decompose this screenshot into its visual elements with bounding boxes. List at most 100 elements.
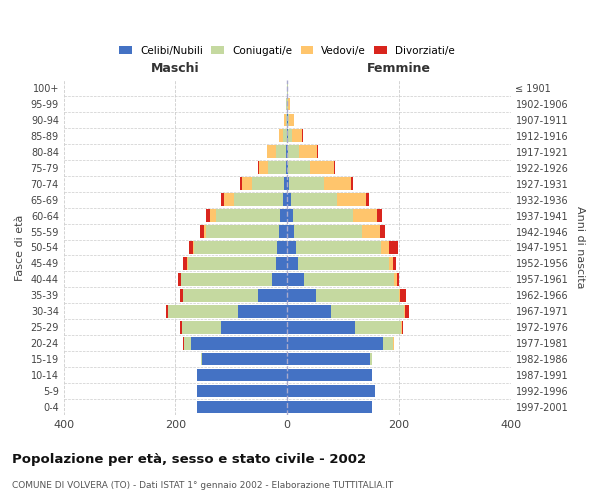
Bar xyxy=(287,353,370,366)
Bar xyxy=(287,305,331,318)
Bar xyxy=(191,337,287,349)
Bar xyxy=(287,321,355,334)
Bar xyxy=(202,353,287,366)
Bar xyxy=(166,305,168,318)
Bar xyxy=(178,273,181,285)
Bar xyxy=(334,162,335,174)
Bar xyxy=(299,146,317,158)
Legend: Celibi/Nubili, Coniugati/e, Vedovi/e, Divorziati/e: Celibi/Nubili, Coniugati/e, Vedovi/e, Di… xyxy=(115,42,459,60)
Bar xyxy=(240,178,242,190)
Bar xyxy=(287,162,289,174)
Bar xyxy=(298,257,389,270)
Bar xyxy=(206,210,209,222)
Bar xyxy=(252,178,284,190)
Bar xyxy=(287,257,298,270)
Bar xyxy=(238,305,287,318)
Bar xyxy=(216,210,280,222)
Bar xyxy=(304,273,394,285)
Bar xyxy=(286,162,287,174)
Bar xyxy=(316,289,399,302)
Bar xyxy=(221,194,224,206)
Bar xyxy=(389,257,394,270)
Bar xyxy=(224,194,233,206)
Bar xyxy=(283,130,287,142)
Bar xyxy=(286,98,287,110)
Bar xyxy=(286,146,287,158)
Bar xyxy=(366,194,369,206)
Bar xyxy=(184,337,191,349)
Bar xyxy=(351,178,353,190)
Bar xyxy=(400,289,406,302)
Bar xyxy=(168,305,238,318)
Bar xyxy=(233,194,283,206)
Bar xyxy=(259,162,268,174)
Bar xyxy=(287,194,291,206)
Bar xyxy=(287,385,376,398)
Bar xyxy=(288,114,289,126)
Bar xyxy=(405,305,409,318)
Bar xyxy=(287,289,316,302)
Bar xyxy=(399,289,400,302)
Bar xyxy=(287,369,372,382)
Bar xyxy=(289,162,310,174)
Bar xyxy=(380,226,385,238)
Bar xyxy=(200,226,204,238)
Bar xyxy=(183,289,258,302)
Bar xyxy=(197,369,287,382)
Bar xyxy=(257,162,259,174)
Bar xyxy=(277,242,287,254)
Bar xyxy=(276,257,287,270)
Bar xyxy=(193,242,194,254)
Bar xyxy=(221,321,287,334)
Bar xyxy=(276,146,286,158)
Bar xyxy=(180,289,183,302)
Text: Maschi: Maschi xyxy=(151,62,200,75)
Bar xyxy=(197,385,287,398)
Bar xyxy=(279,130,283,142)
Bar xyxy=(287,178,289,190)
Bar xyxy=(397,273,400,285)
Y-axis label: Fasce di età: Fasce di età xyxy=(15,214,25,280)
Bar xyxy=(197,401,287,413)
Bar xyxy=(287,401,372,413)
Bar xyxy=(294,226,362,238)
Bar xyxy=(286,114,287,126)
Text: Popolazione per età, sesso e stato civile - 2002: Popolazione per età, sesso e stato civil… xyxy=(12,452,366,466)
Bar xyxy=(370,353,371,366)
Text: Femmine: Femmine xyxy=(367,62,431,75)
Bar xyxy=(296,242,381,254)
Bar xyxy=(291,194,337,206)
Bar xyxy=(288,130,292,142)
Bar xyxy=(284,178,287,190)
Bar xyxy=(258,289,287,302)
Bar xyxy=(293,210,353,222)
Bar xyxy=(355,321,401,334)
Bar xyxy=(279,226,287,238)
Bar xyxy=(289,98,290,110)
Bar xyxy=(353,210,377,222)
Bar xyxy=(287,337,383,349)
Bar xyxy=(292,130,302,142)
Bar xyxy=(284,114,286,126)
Bar xyxy=(287,98,289,110)
Bar xyxy=(287,146,289,158)
Bar xyxy=(206,226,279,238)
Bar xyxy=(401,321,403,334)
Bar xyxy=(200,353,202,366)
Bar xyxy=(394,257,396,270)
Bar xyxy=(394,273,397,285)
Bar xyxy=(188,257,276,270)
Bar xyxy=(180,321,182,334)
Bar xyxy=(381,242,389,254)
Bar xyxy=(189,242,193,254)
Bar xyxy=(242,178,252,190)
Bar xyxy=(280,210,287,222)
Bar xyxy=(337,194,366,206)
Bar xyxy=(204,226,206,238)
Bar xyxy=(362,226,380,238)
Text: COMUNE DI VOLVERA (TO) - Dati ISTAT 1° gennaio 2002 - Elaborazione TUTTITALIA.IT: COMUNE DI VOLVERA (TO) - Dati ISTAT 1° g… xyxy=(12,481,393,490)
Bar xyxy=(209,210,216,222)
Bar xyxy=(182,321,221,334)
Bar xyxy=(184,257,187,270)
Bar xyxy=(331,305,404,318)
